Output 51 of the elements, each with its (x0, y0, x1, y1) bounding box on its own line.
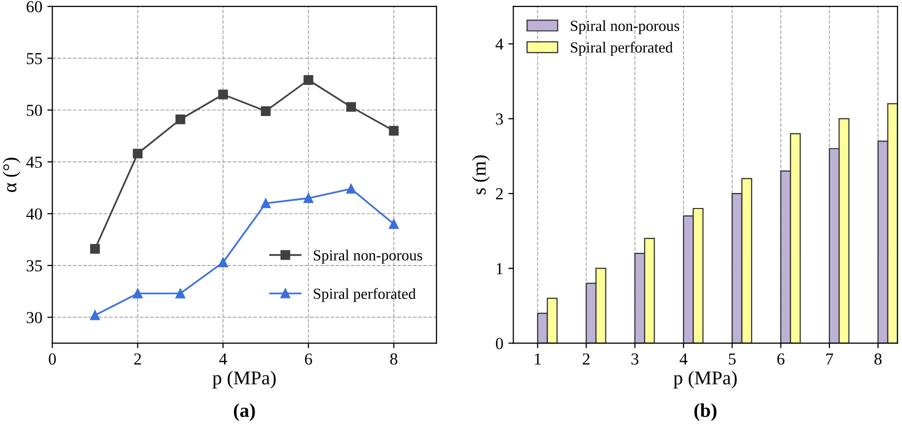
x-tick-label: 8 (874, 353, 882, 365)
legend-label: Spiral perforated (570, 42, 673, 56)
x-tick-label: 0 (48, 353, 56, 365)
y-tick-label: 40 (26, 208, 42, 220)
legend-label: Spiral non-porous (570, 20, 680, 34)
y-tick-label: 45 (26, 156, 42, 168)
point (218, 258, 228, 268)
point (304, 75, 314, 85)
x-axis-title: p (MPa) (674, 370, 737, 388)
x-tick-label: 8 (390, 353, 398, 365)
x-tick-label: 4 (680, 354, 688, 364)
point (260, 198, 271, 208)
y-tick-label: 55 (26, 53, 42, 64)
legend-label: Spiral perforated (314, 288, 416, 302)
y-tick-label: 50 (26, 104, 42, 116)
x-tick-label: 2 (134, 353, 141, 364)
y-tick-label: 4 (496, 38, 504, 50)
y-tick-label: 30 (26, 312, 42, 324)
point (132, 288, 143, 298)
text: (a) (234, 403, 255, 421)
y-tick-label: 1 (496, 263, 503, 274)
point (388, 219, 399, 229)
x-tick-label: 3 (632, 353, 638, 365)
point (90, 244, 100, 254)
point (260, 106, 271, 116)
y-axis-title: s (m) (472, 155, 490, 194)
x-tick-label: 6 (777, 353, 784, 365)
y-axis-title: α (°) (2, 158, 20, 192)
point (90, 310, 100, 320)
x-axis-title: p (MPa) (212, 370, 276, 388)
point (346, 184, 356, 194)
point (176, 114, 186, 124)
point (132, 148, 143, 158)
text: (b) (694, 403, 716, 421)
point (346, 102, 356, 112)
point (176, 288, 186, 298)
x-tick-label: 4 (219, 354, 227, 364)
x-tick-label: 1 (534, 353, 541, 364)
x-tick-label: 7 (826, 354, 834, 364)
x-tick-label: 6 (304, 353, 312, 365)
x-tick-label: 2 (582, 353, 590, 364)
y-tick-label: 0 (496, 338, 503, 350)
y-tick-label: 35 (26, 260, 42, 272)
point (218, 90, 228, 100)
y-tick-label: 2 (496, 188, 503, 200)
point (388, 126, 399, 136)
legend-label: Spiral non-porous (314, 250, 422, 264)
y-tick-label: 60 (26, 1, 42, 12)
x-tick-label: 5 (728, 354, 736, 365)
y-tick-label: 3 (496, 113, 503, 125)
point (304, 193, 314, 203)
